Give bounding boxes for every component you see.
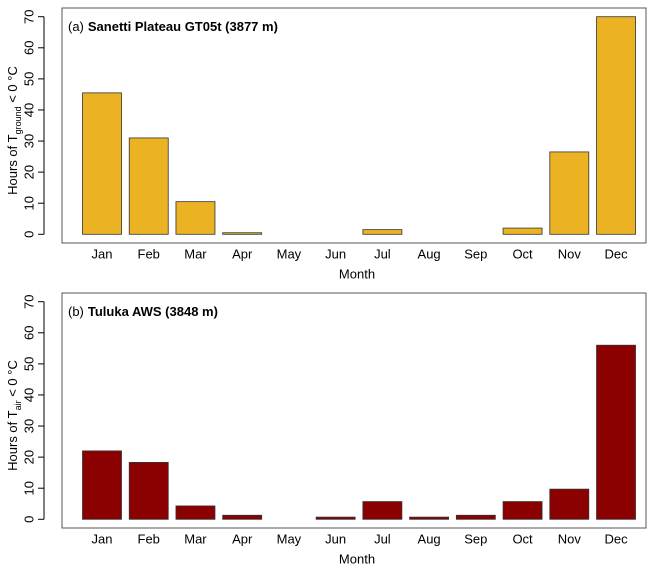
x-tick-label: Jun bbox=[325, 531, 346, 546]
y-axis-title-sub: air bbox=[13, 400, 23, 410]
y-tick-label: 30 bbox=[21, 134, 36, 148]
bar bbox=[455, 514, 496, 520]
x-tick-label: May bbox=[277, 531, 302, 546]
y-tick-label: 20 bbox=[21, 165, 36, 179]
bar bbox=[549, 488, 590, 520]
x-tick-label: Jun bbox=[325, 246, 346, 261]
x-tick-label: Jan bbox=[92, 531, 113, 546]
y-tick-label: 40 bbox=[21, 103, 36, 117]
panel-label: (a) bbox=[68, 19, 84, 34]
y-tick-label: 70 bbox=[21, 9, 36, 23]
y-axis-title-end: < 0 °C bbox=[5, 360, 20, 400]
x-tick-label: Jul bbox=[374, 531, 391, 546]
bar bbox=[315, 516, 356, 520]
y-axis-title-main: Hours of T bbox=[5, 410, 20, 471]
y-tick-label: 30 bbox=[21, 419, 36, 433]
bar bbox=[82, 92, 122, 235]
panel-label: (b) bbox=[68, 304, 84, 319]
x-tick-label: Jul bbox=[374, 246, 391, 261]
bar bbox=[82, 450, 122, 520]
y-tick-label: 10 bbox=[21, 196, 36, 210]
bar bbox=[549, 151, 590, 235]
x-tick-label: Aug bbox=[418, 246, 441, 261]
x-tick-label: Aug bbox=[418, 531, 441, 546]
y-axis-title: Hours of Tground < 0 °C bbox=[5, 66, 23, 195]
title: Tuluka AWS (3848 m) bbox=[88, 304, 218, 319]
plot-frame bbox=[61, 292, 647, 529]
y-axis-title-end: < 0 °C bbox=[5, 66, 20, 106]
y-tick-label: 0 bbox=[21, 231, 36, 238]
x-tick-label: Jan bbox=[92, 246, 113, 261]
y-tick-label: 40 bbox=[21, 388, 36, 402]
plot-frame bbox=[61, 7, 647, 244]
bar bbox=[175, 505, 216, 520]
x-tick-label: Nov bbox=[558, 531, 582, 546]
y-tick-label: 10 bbox=[21, 481, 36, 495]
panel-title: (b) Tuluka AWS (3848 m) bbox=[68, 304, 218, 319]
x-tick-label: Dec bbox=[604, 246, 628, 261]
y-axis-title: Hours of Tair < 0 °C bbox=[5, 360, 23, 471]
x-tick-label: May bbox=[277, 246, 302, 261]
x-tick-label: Dec bbox=[604, 531, 628, 546]
x-tick-label: Sep bbox=[464, 531, 487, 546]
x-axis-title: Month bbox=[339, 266, 375, 281]
bar bbox=[175, 201, 216, 235]
bar bbox=[596, 16, 636, 235]
x-tick-label: Feb bbox=[138, 246, 160, 261]
y-axis-title-sub: ground bbox=[13, 106, 23, 134]
x-tick-label: Nov bbox=[558, 246, 582, 261]
bar bbox=[222, 514, 263, 520]
y-tick-label: 20 bbox=[21, 450, 36, 464]
bar bbox=[409, 516, 450, 520]
bar bbox=[502, 501, 543, 520]
x-tick-label: Apr bbox=[232, 531, 253, 546]
y-tick-label: 60 bbox=[21, 41, 36, 55]
y-tick-label: 0 bbox=[21, 516, 36, 523]
bar bbox=[222, 232, 263, 235]
x-tick-label: Apr bbox=[232, 246, 253, 261]
y-tick-label: 50 bbox=[21, 72, 36, 86]
bar bbox=[128, 137, 169, 235]
y-tick-label: 70 bbox=[21, 294, 36, 308]
x-tick-label: Oct bbox=[512, 246, 533, 261]
y-tick-label: 50 bbox=[21, 357, 36, 371]
bar bbox=[362, 501, 403, 520]
x-tick-label: Feb bbox=[138, 531, 160, 546]
x-tick-label: Mar bbox=[184, 246, 207, 261]
panel-title: (a) Sanetti Plateau GT05t (3877 m) bbox=[68, 19, 278, 34]
bar bbox=[128, 462, 169, 520]
bar bbox=[502, 227, 543, 235]
x-tick-label: Mar bbox=[184, 531, 207, 546]
title: Sanetti Plateau GT05t (3877 m) bbox=[88, 19, 278, 34]
x-tick-label: Oct bbox=[512, 531, 533, 546]
y-axis-title-main: Hours of T bbox=[5, 134, 20, 195]
bar bbox=[362, 229, 403, 235]
x-tick-label: Sep bbox=[464, 246, 487, 261]
y-tick-label: 60 bbox=[21, 326, 36, 340]
bar bbox=[596, 344, 636, 520]
x-axis-title: Month bbox=[339, 551, 375, 566]
